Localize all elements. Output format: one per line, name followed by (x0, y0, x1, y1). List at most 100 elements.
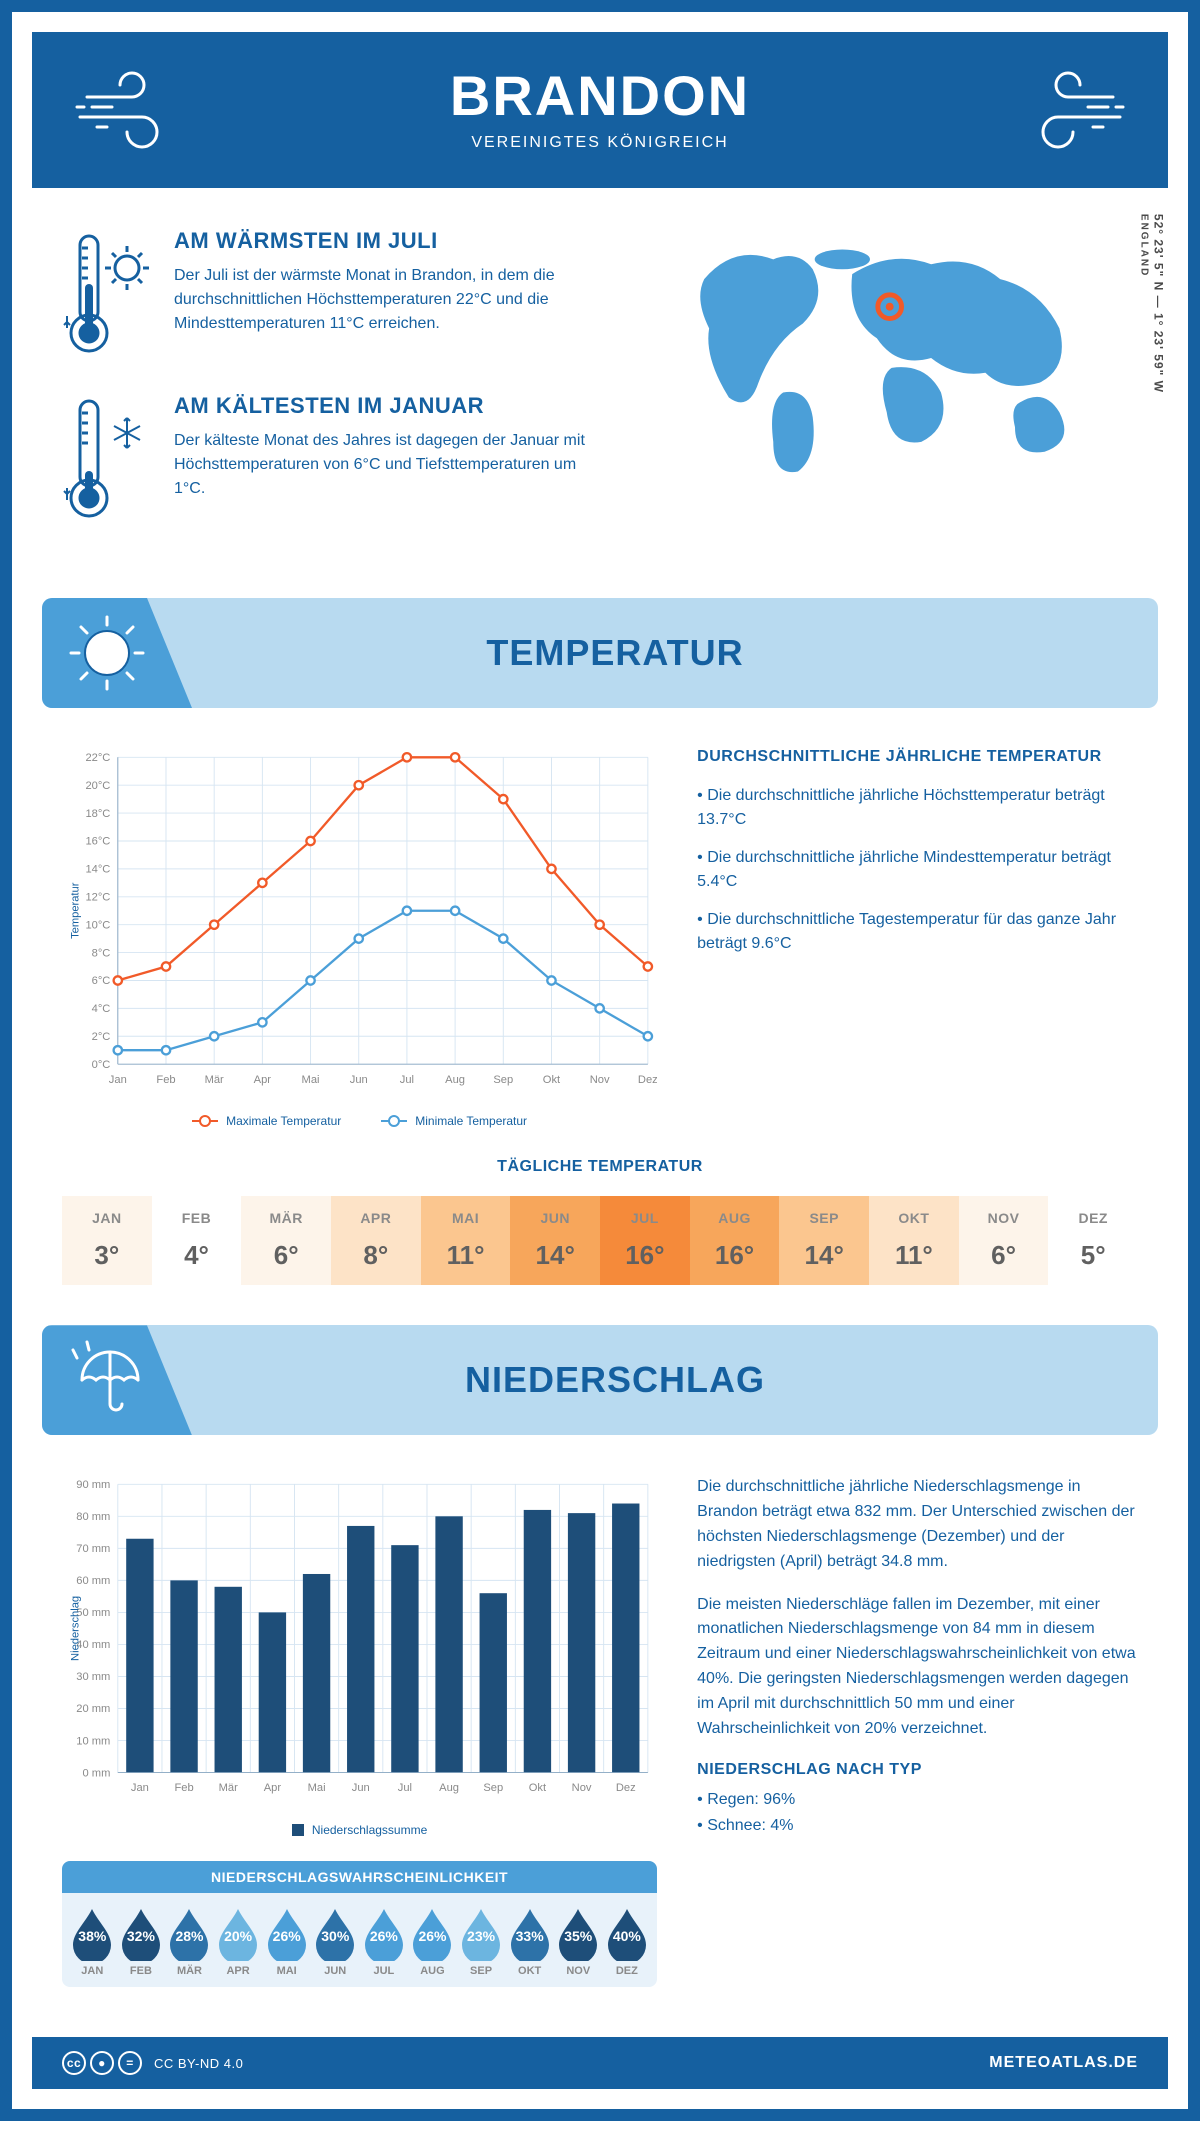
prob-cell: 28%MÄR (165, 1905, 214, 1977)
temperature-banner: TEMPERATUR (42, 598, 1158, 708)
avg-temp-b3: • Die durchschnittliche Tagestemperatur … (697, 908, 1138, 956)
wind-icon (72, 62, 192, 152)
svg-text:Jul: Jul (398, 1783, 412, 1795)
precip-probability: NIEDERSCHLAGSWAHRSCHEINLICHKEIT 38%JAN32… (62, 1861, 657, 1987)
prob-cell: 26%MAI (262, 1905, 311, 1977)
svg-text:16°C: 16°C (85, 836, 110, 848)
thermometer-sun-icon (62, 228, 152, 358)
svg-text:Jun: Jun (352, 1783, 370, 1795)
country-subtitle: VEREINIGTES KÖNIGREICH (192, 134, 1008, 152)
precip-legend: Niederschlagssumme (62, 1823, 657, 1837)
svg-text:Dez: Dez (638, 1074, 657, 1086)
page-frame: BRANDON VEREINIGTES KÖNIGREICH (0, 0, 1200, 2121)
license-text: CC BY-ND 4.0 (154, 2056, 243, 2071)
daily-temp-cell: NOV6° (959, 1196, 1049, 1285)
svg-text:Jan: Jan (131, 1783, 149, 1795)
warmest-text: Der Juli ist der wärmste Monat in Brando… (174, 264, 605, 336)
svg-text:18°C: 18°C (85, 808, 110, 820)
svg-text:Niederschlag: Niederschlag (70, 1596, 82, 1661)
precip-title: NIEDERSCHLAG (192, 1359, 1158, 1401)
svg-text:Aug: Aug (445, 1074, 465, 1086)
daily-temp-cell: JUN14° (510, 1196, 600, 1285)
avg-temp-b1: • Die durchschnittliche jährliche Höchst… (697, 784, 1138, 832)
svg-text:Sep: Sep (493, 1074, 513, 1086)
umbrella-icon (67, 1340, 147, 1420)
prob-cell: 23%SEP (457, 1905, 506, 1977)
temperature-title: TEMPERATUR (192, 632, 1158, 674)
svg-text:Mai: Mai (302, 1074, 320, 1086)
daily-temp-cell: MÄR6° (241, 1196, 331, 1285)
svg-text:Mär: Mär (205, 1074, 224, 1086)
svg-text:Jan: Jan (109, 1074, 127, 1086)
precip-banner: NIEDERSCHLAG (42, 1325, 1158, 1435)
daily-temp-cell: FEB4° (152, 1196, 242, 1285)
sun-icon (67, 613, 147, 693)
prob-cell: 40%DEZ (603, 1905, 652, 1977)
city-title: BRANDON (192, 63, 1008, 128)
svg-text:Apr: Apr (264, 1783, 282, 1795)
daily-temp-cell: APR8° (331, 1196, 421, 1285)
temp-legend: .legend-line[style*='f15a29']::after{bor… (62, 1114, 657, 1128)
thermometer-snow-icon (62, 393, 152, 523)
precip-chart: 0 mm10 mm20 mm30 mm40 mm50 mm60 mm70 mm8… (62, 1475, 657, 1837)
daily-temp-cell: JAN3° (62, 1196, 152, 1285)
prob-cell: 32%FEB (117, 1905, 166, 1977)
svg-text:Jun: Jun (350, 1074, 368, 1086)
daily-temp-cell: MAI11° (421, 1196, 511, 1285)
daily-temp-title: TÄGLICHE TEMPERATUR (62, 1158, 1138, 1176)
svg-text:4°C: 4°C (92, 1003, 111, 1015)
coordinates: 52° 23' 5" N — 1° 23' 59" W ENGLAND (1139, 214, 1166, 393)
by-icon: ● (90, 2051, 114, 2075)
svg-text:70 mm: 70 mm (76, 1543, 110, 1555)
daily-temp-cell: OKT11° (869, 1196, 959, 1285)
svg-text:12°C: 12°C (85, 892, 110, 904)
svg-text:Mär: Mär (219, 1783, 238, 1795)
prob-cell: 30%JUN (311, 1905, 360, 1977)
avg-temp-b2: • Die durchschnittliche jährliche Mindes… (697, 846, 1138, 894)
svg-text:Aug: Aug (439, 1783, 459, 1795)
svg-text:0°C: 0°C (92, 1059, 111, 1071)
daily-temp-cell: DEZ5° (1048, 1196, 1138, 1285)
svg-text:0 mm: 0 mm (83, 1768, 111, 1780)
coldest-block: AM KÄLTESTEN IM JANUAR Der kälteste Mona… (62, 393, 605, 528)
wind-icon (1008, 62, 1128, 152)
svg-text:20°C: 20°C (85, 780, 110, 792)
world-map-icon (645, 228, 1138, 488)
prob-cell: 35%NOV (554, 1905, 603, 1977)
prob-cell: 33%OKT (505, 1905, 554, 1977)
svg-text:Okt: Okt (529, 1783, 547, 1795)
svg-text:6°C: 6°C (92, 975, 111, 987)
svg-text:2°C: 2°C (92, 1031, 111, 1043)
precip-text2: Die meisten Niederschläge fallen im Deze… (697, 1593, 1138, 1742)
svg-text:30 mm: 30 mm (76, 1672, 110, 1684)
avg-temp-title: DURCHSCHNITTLICHE JÄHRLICHE TEMPERATUR (697, 748, 1138, 766)
daily-temp-table: TÄGLICHE TEMPERATUR JAN3°FEB4°MÄR6°APR8°… (12, 1148, 1188, 1315)
svg-text:10°C: 10°C (85, 919, 110, 931)
precip-snow: • Schnee: 4% (697, 1813, 1138, 1839)
prob-cell: 26%AUG (408, 1905, 457, 1977)
svg-text:Mai: Mai (308, 1783, 326, 1795)
warmest-title: AM WÄRMSTEN IM JULI (174, 228, 605, 254)
svg-text:Feb: Feb (174, 1783, 193, 1795)
svg-text:8°C: 8°C (92, 947, 111, 959)
svg-text:20 mm: 20 mm (76, 1704, 110, 1716)
svg-text:Nov: Nov (590, 1074, 610, 1086)
precip-type-title: NIEDERSCHLAG NACH TYP (697, 1761, 1138, 1779)
header: BRANDON VEREINIGTES KÖNIGREICH (32, 32, 1168, 188)
intro-section: AM WÄRMSTEN IM JULI Der Juli ist der wär… (12, 188, 1188, 588)
svg-text:90 mm: 90 mm (76, 1479, 110, 1491)
svg-text:Nov: Nov (572, 1783, 592, 1795)
svg-text:80 mm: 80 mm (76, 1511, 110, 1523)
svg-text:Sep: Sep (483, 1783, 503, 1795)
coldest-title: AM KÄLTESTEN IM JANUAR (174, 393, 605, 419)
daily-temp-cell: SEP14° (779, 1196, 869, 1285)
site-name: METEOATLAS.DE (989, 2054, 1138, 2072)
svg-text:Feb: Feb (156, 1074, 175, 1086)
nd-icon: = (118, 2051, 142, 2075)
svg-text:14°C: 14°C (85, 864, 110, 876)
svg-text:Apr: Apr (254, 1074, 272, 1086)
cc-icons: cc ● = (62, 2051, 142, 2075)
svg-text:Temperatur: Temperatur (70, 882, 82, 939)
svg-text:10 mm: 10 mm (76, 1736, 110, 1748)
temperature-chart: 0°C2°C4°C6°C8°C10°C12°C14°C16°C18°C20°C2… (62, 748, 657, 1128)
